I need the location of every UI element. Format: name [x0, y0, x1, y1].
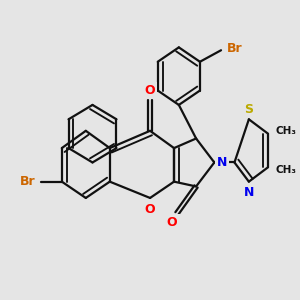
Text: Br: Br [20, 175, 35, 188]
Text: CH₃: CH₃ [276, 165, 297, 175]
Text: O: O [145, 84, 155, 97]
Text: N: N [244, 186, 254, 199]
Text: CH₃: CH₃ [276, 126, 297, 136]
Text: O: O [167, 216, 177, 230]
Text: S: S [244, 103, 253, 116]
Text: O: O [145, 203, 155, 216]
Text: N: N [217, 156, 227, 169]
Text: Br: Br [227, 42, 242, 55]
